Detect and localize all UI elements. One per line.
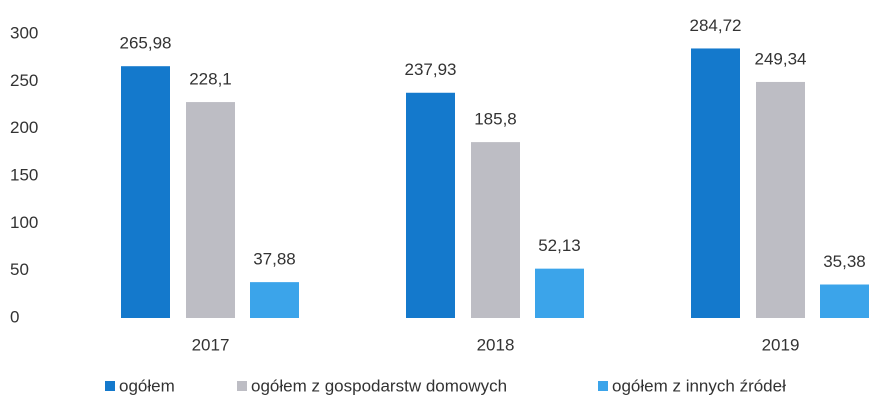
y-tick-label: 100	[10, 213, 38, 232]
data-label: 237,93	[405, 60, 457, 79]
bar	[535, 268, 584, 318]
data-label: 284,72	[690, 16, 742, 35]
bar	[691, 48, 740, 319]
data-label: 37,88	[253, 250, 296, 269]
bar	[121, 66, 170, 318]
bar	[756, 81, 805, 318]
legend-label: ogółem z gospodarstw domowych	[251, 376, 507, 395]
legend-label: ogółem	[119, 376, 175, 395]
bar	[471, 142, 520, 318]
data-label: 35,38	[823, 252, 866, 271]
legend-swatch	[237, 381, 247, 391]
y-tick-label: 0	[10, 307, 19, 326]
data-label: 249,34	[755, 49, 807, 68]
y-tick-label: 150	[10, 165, 38, 184]
data-label: 185,8	[474, 110, 517, 129]
y-tick-label: 300	[10, 23, 38, 42]
y-tick-label: 50	[10, 260, 29, 279]
y-tick-label: 250	[10, 71, 38, 90]
data-label: 52,13	[538, 236, 581, 255]
x-tick-label: 2017	[192, 335, 230, 354]
bar	[250, 282, 299, 318]
data-label: 265,98	[120, 34, 172, 53]
x-tick-label: 2019	[762, 335, 800, 354]
bar	[186, 102, 235, 318]
x-tick-label: 2018	[477, 335, 515, 354]
bar	[820, 284, 869, 318]
legend-swatch	[598, 381, 608, 391]
data-label: 228,1	[189, 70, 232, 89]
legend-swatch	[105, 381, 115, 391]
y-tick-label: 200	[10, 118, 38, 137]
legend-label: ogółem z innych źródeł	[612, 376, 786, 395]
bar	[406, 92, 455, 318]
